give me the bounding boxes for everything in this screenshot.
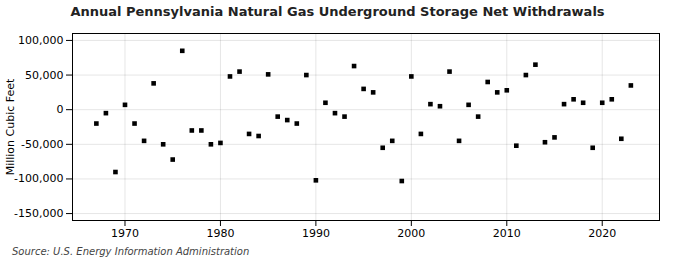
html-text:Source: U.S. Energy Informatio: Source: U.S. Energy Information Administ… <box>12 246 250 257</box>
svg-text:0: 0 <box>57 103 64 116</box>
svg-text:100,000: 100,000 <box>18 34 64 47</box>
svg-text:2000: 2000 <box>397 227 425 240</box>
svg-text:1970: 1970 <box>111 227 139 240</box>
svg-text:Million Cubic Feet: Million Cubic Feet <box>4 78 17 175</box>
svg-text:50,000: 50,000 <box>25 69 64 82</box>
svg-text:-50,000: -50,000 <box>21 138 63 151</box>
svg-text:2020: 2020 <box>588 227 616 240</box>
svg-text:-100,000: -100,000 <box>14 172 63 185</box>
svg-text:1990: 1990 <box>302 227 330 240</box>
svg-text:1980: 1980 <box>206 227 234 240</box>
html-text:Annual Pennsylvania Natural Ga: Annual Pennsylvania Natural Gas Undergro… <box>70 4 605 19</box>
svg-text:-150,000: -150,000 <box>14 207 63 220</box>
svg-text:2010: 2010 <box>493 227 521 240</box>
